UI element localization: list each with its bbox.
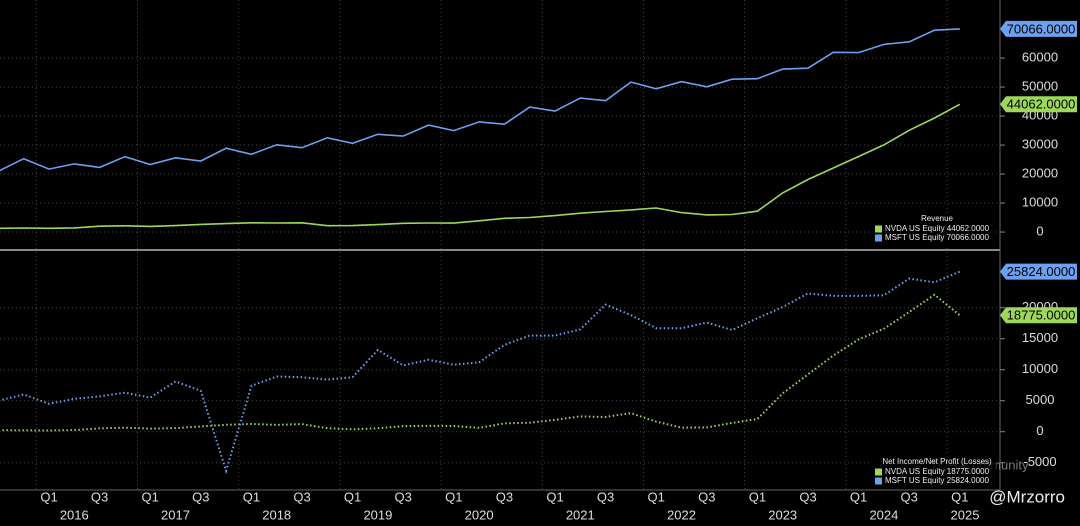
year-label: 2016	[60, 507, 89, 522]
y-tick-label: 15000	[1022, 330, 1058, 345]
x-tick-label: Q1	[546, 489, 563, 504]
y-tick-label: -5000	[1023, 454, 1056, 469]
y-tick-label: 50000	[1022, 79, 1058, 94]
legend-title: Revenue	[921, 214, 954, 223]
legend-swatch	[875, 234, 882, 242]
last-value-box	[1000, 20, 1077, 37]
x-tick-label: Q3	[496, 489, 513, 504]
legend-label: MSFT US Equity 70066.0000	[885, 233, 989, 242]
year-label: 2018	[262, 507, 291, 522]
x-tick-label: Q3	[293, 489, 310, 504]
year-label: 2022	[667, 507, 696, 522]
data-line	[0, 293, 961, 432]
legend-title: Net Income/Net Profit (Losses)	[882, 457, 992, 466]
legend-swatch	[875, 468, 882, 476]
watermark: @Mrzorro	[989, 487, 1065, 506]
year-label: 2025	[951, 507, 980, 522]
x-tick-label: Q1	[445, 489, 462, 504]
x-tick-label: Q1	[40, 489, 57, 504]
last-value-box	[1000, 263, 1077, 280]
x-tick-label: Q3	[698, 489, 715, 504]
last-value-box	[1000, 96, 1077, 113]
x-tick-label: Q3	[192, 489, 209, 504]
year-label: 2024	[869, 507, 898, 522]
y-tick-label: 60000	[1022, 50, 1058, 65]
x-tick-label: Q1	[749, 489, 766, 504]
data-line	[0, 103, 961, 230]
x-tick-label: Q3	[799, 489, 816, 504]
legend-label: MSFT US Equity 25824.0000	[885, 476, 989, 485]
legend-box	[872, 456, 996, 489]
legend-label: NVDA US Equity 44062.0000	[885, 224, 990, 233]
legend-swatch	[875, 477, 882, 485]
year-label: 2019	[363, 507, 392, 522]
last-value-label: 25824.0000	[1007, 264, 1076, 279]
x-tick-label: Q1	[951, 489, 968, 504]
x-tick-label: Q3	[395, 489, 412, 504]
last-value-label: 70066.0000	[1007, 21, 1076, 36]
y-tick-label: 20000	[1022, 165, 1058, 180]
x-tick-label: Q1	[142, 489, 159, 504]
data-line	[0, 270, 961, 475]
legend-label: NVDA US Equity 18775.0000	[885, 467, 990, 476]
year-label: 2017	[161, 507, 190, 522]
x-tick-label: Q1	[243, 489, 260, 504]
x-tick-label: Q1	[648, 489, 665, 504]
data-line	[0, 28, 960, 172]
last-value-label: 18775.0000	[1007, 308, 1076, 323]
year-label: 2021	[566, 507, 595, 522]
last-value-label: 44062.0000	[1007, 97, 1076, 112]
year-label: 2020	[465, 507, 494, 522]
y-tick-label: 10000	[1022, 361, 1058, 376]
x-tick-label: Q1	[850, 489, 867, 504]
y-tick-label: 0	[1036, 223, 1043, 238]
y-tick-label: 10000	[1022, 194, 1058, 209]
x-tick-label: Q3	[91, 489, 108, 504]
legend-box	[872, 213, 996, 246]
last-value-box	[1000, 307, 1077, 324]
y-tick-label: 30000	[1022, 136, 1058, 151]
year-label: 2023	[768, 507, 797, 522]
y-tick-label: 0	[1036, 423, 1043, 438]
x-tick-label: Q3	[901, 489, 918, 504]
x-tick-label: Q1	[344, 489, 361, 504]
legend-swatch	[875, 225, 882, 233]
y-tick-label: 5000	[1026, 392, 1055, 407]
x-tick-label: Q3	[597, 489, 614, 504]
